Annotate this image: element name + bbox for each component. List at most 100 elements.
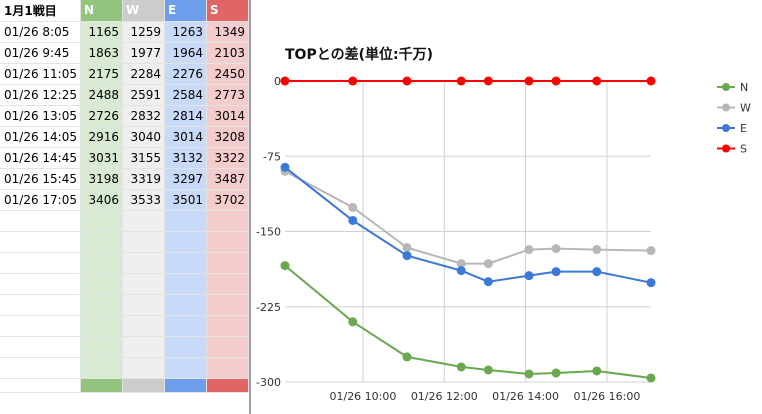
empty-cell[interactable] bbox=[80, 231, 123, 253]
data-point-e[interactable] bbox=[483, 277, 493, 287]
empty-cell[interactable] bbox=[164, 231, 207, 253]
empty-cell[interactable] bbox=[80, 273, 123, 295]
time-cell[interactable]: 01/26 9:45 bbox=[0, 42, 81, 64]
value-cell-s[interactable]: 1349 bbox=[206, 21, 249, 43]
data-point-n[interactable] bbox=[348, 317, 358, 327]
empty-cell[interactable] bbox=[0, 252, 81, 274]
data-point-n[interactable] bbox=[456, 362, 466, 372]
value-cell-w[interactable]: 2284 bbox=[122, 63, 165, 85]
value-cell-n[interactable]: 2175 bbox=[80, 63, 123, 85]
value-cell-n[interactable]: 1165 bbox=[80, 21, 123, 43]
data-point-n[interactable] bbox=[524, 369, 534, 379]
data-point-s[interactable] bbox=[483, 76, 493, 86]
sheet-header-s[interactable]: S bbox=[206, 0, 249, 22]
value-cell-s[interactable]: 3487 bbox=[206, 168, 249, 190]
empty-cell[interactable] bbox=[80, 315, 123, 337]
value-cell-e[interactable]: 3501 bbox=[164, 189, 207, 211]
empty-cell[interactable] bbox=[206, 336, 249, 358]
sheet-header-n[interactable]: N bbox=[80, 0, 123, 22]
time-cell[interactable]: 01/26 8:05 bbox=[0, 21, 81, 43]
time-cell[interactable]: 01/26 14:05 bbox=[0, 126, 81, 148]
data-point-s[interactable] bbox=[280, 76, 290, 86]
empty-cell[interactable] bbox=[164, 252, 207, 274]
value-cell-e[interactable]: 2814 bbox=[164, 105, 207, 127]
empty-cell[interactable] bbox=[164, 210, 207, 232]
empty-cell[interactable] bbox=[206, 294, 249, 316]
value-cell-e[interactable]: 1964 bbox=[164, 42, 207, 64]
data-point-e[interactable] bbox=[646, 278, 656, 288]
data-point-s[interactable] bbox=[348, 76, 358, 86]
data-point-e[interactable] bbox=[456, 266, 466, 276]
data-point-w[interactable] bbox=[646, 246, 656, 256]
empty-cell[interactable] bbox=[122, 252, 165, 274]
value-cell-w[interactable]: 2591 bbox=[122, 84, 165, 106]
empty-cell[interactable] bbox=[122, 357, 165, 379]
data-point-e[interactable] bbox=[402, 251, 412, 261]
data-point-n[interactable] bbox=[551, 368, 561, 378]
empty-cell[interactable] bbox=[0, 273, 81, 295]
value-cell-w[interactable]: 1259 bbox=[122, 21, 165, 43]
value-cell-s[interactable]: 2450 bbox=[206, 63, 249, 85]
value-cell-w[interactable]: 1977 bbox=[122, 42, 165, 64]
data-point-w[interactable] bbox=[592, 245, 602, 255]
time-cell[interactable]: 01/26 11:05 bbox=[0, 63, 81, 85]
data-point-n[interactable] bbox=[592, 366, 602, 376]
sheet-header-w[interactable]: W bbox=[122, 0, 165, 22]
data-point-w[interactable] bbox=[483, 259, 493, 269]
empty-cell[interactable] bbox=[0, 357, 81, 379]
time-cell[interactable]: 01/26 17:05 bbox=[0, 189, 81, 211]
empty-cell[interactable] bbox=[164, 336, 207, 358]
empty-cell[interactable] bbox=[80, 252, 123, 274]
empty-cell[interactable] bbox=[206, 231, 249, 253]
data-point-s[interactable] bbox=[592, 76, 602, 86]
sheet-header-title[interactable]: 1月1戦目 bbox=[0, 0, 81, 22]
empty-cell[interactable] bbox=[0, 315, 81, 337]
empty-cell[interactable] bbox=[0, 294, 81, 316]
data-point-s[interactable] bbox=[524, 76, 534, 86]
value-cell-w[interactable]: 3319 bbox=[122, 168, 165, 190]
data-point-w[interactable] bbox=[551, 244, 561, 254]
data-point-w[interactable] bbox=[402, 243, 412, 253]
value-cell-w[interactable]: 3040 bbox=[122, 126, 165, 148]
value-cell-s[interactable]: 3322 bbox=[206, 147, 249, 169]
time-cell[interactable]: 01/26 14:45 bbox=[0, 147, 81, 169]
empty-cell[interactable] bbox=[80, 294, 123, 316]
empty-cell[interactable] bbox=[80, 357, 123, 379]
value-cell-e[interactable]: 2584 bbox=[164, 84, 207, 106]
value-cell-e[interactable]: 3297 bbox=[164, 168, 207, 190]
empty-cell[interactable] bbox=[206, 252, 249, 274]
value-cell-n[interactable]: 3198 bbox=[80, 168, 123, 190]
empty-cell[interactable] bbox=[122, 336, 165, 358]
data-point-e[interactable] bbox=[280, 162, 290, 172]
data-point-s[interactable] bbox=[456, 76, 466, 86]
value-cell-e[interactable]: 1263 bbox=[164, 21, 207, 43]
value-cell-s[interactable]: 3702 bbox=[206, 189, 249, 211]
empty-cell[interactable] bbox=[0, 336, 81, 358]
value-cell-n[interactable]: 2488 bbox=[80, 84, 123, 106]
data-point-e[interactable] bbox=[551, 267, 561, 277]
data-point-s[interactable] bbox=[402, 76, 412, 86]
time-cell[interactable]: 01/26 15:45 bbox=[0, 168, 81, 190]
value-cell-s[interactable]: 2103 bbox=[206, 42, 249, 64]
value-cell-n[interactable]: 2916 bbox=[80, 126, 123, 148]
empty-cell[interactable] bbox=[122, 273, 165, 295]
value-cell-w[interactable]: 3533 bbox=[122, 189, 165, 211]
value-cell-w[interactable]: 2832 bbox=[122, 105, 165, 127]
data-point-n[interactable] bbox=[646, 373, 656, 383]
data-point-s[interactable] bbox=[646, 76, 656, 86]
value-cell-w[interactable]: 3155 bbox=[122, 147, 165, 169]
value-cell-n[interactable]: 1863 bbox=[80, 42, 123, 64]
value-cell-e[interactable]: 2276 bbox=[164, 63, 207, 85]
data-point-w[interactable] bbox=[524, 245, 534, 255]
empty-cell[interactable] bbox=[0, 231, 81, 253]
empty-cell[interactable] bbox=[80, 336, 123, 358]
empty-cell[interactable] bbox=[122, 210, 165, 232]
data-point-e[interactable] bbox=[348, 215, 358, 225]
value-cell-s[interactable]: 3208 bbox=[206, 126, 249, 148]
data-point-e[interactable] bbox=[592, 267, 602, 277]
time-cell[interactable]: 01/26 12:25 bbox=[0, 84, 81, 106]
value-cell-n[interactable]: 3031 bbox=[80, 147, 123, 169]
time-cell[interactable]: 01/26 13:05 bbox=[0, 105, 81, 127]
empty-cell[interactable] bbox=[164, 357, 207, 379]
sheet-header-e[interactable]: E bbox=[164, 0, 207, 22]
